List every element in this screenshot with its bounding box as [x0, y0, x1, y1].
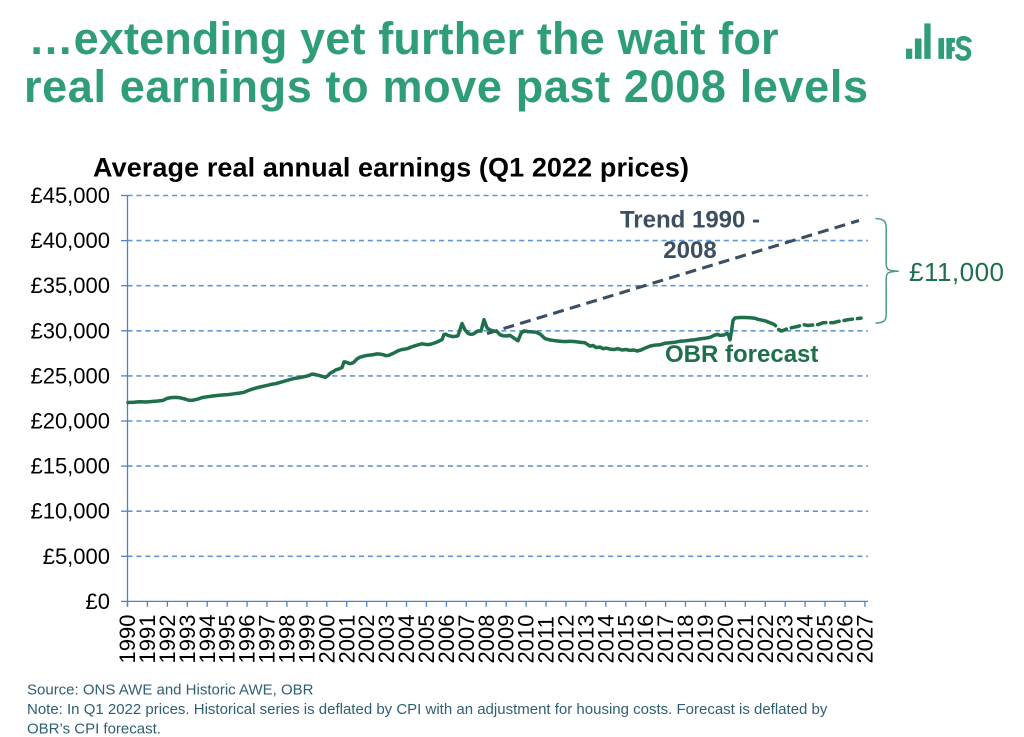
svg-text:£45,000: £45,000 [30, 183, 110, 208]
svg-text:Note: In Q1 2022 prices. Histo: Note: In Q1 2022 prices. Historical seri… [27, 701, 828, 718]
svg-text:2008: 2008 [474, 615, 499, 664]
svg-text:2014: 2014 [593, 615, 618, 664]
svg-text:2013: 2013 [573, 615, 598, 664]
svg-text:1996: 1996 [235, 615, 260, 664]
svg-text:OBR forecast: OBR forecast [665, 341, 818, 368]
svg-text:£35,000: £35,000 [30, 273, 110, 298]
svg-text:1991: 1991 [135, 615, 160, 664]
svg-text:1994: 1994 [195, 615, 220, 664]
svg-text:2008: 2008 [663, 237, 716, 264]
svg-text:2027: 2027 [853, 615, 878, 664]
svg-text:2023: 2023 [773, 615, 798, 664]
svg-text:2015: 2015 [613, 615, 638, 664]
svg-text:1997: 1997 [255, 615, 280, 664]
svg-text:2019: 2019 [693, 615, 718, 664]
svg-text:2006: 2006 [434, 615, 459, 664]
svg-text:£30,000: £30,000 [30, 318, 110, 343]
svg-text:2011: 2011 [534, 616, 559, 663]
svg-text:£10,000: £10,000 [30, 499, 110, 524]
svg-text:2012: 2012 [554, 615, 579, 664]
svg-text:1995: 1995 [215, 615, 240, 664]
svg-text:…extending yet further the wai: …extending yet further the wait for [29, 13, 779, 64]
svg-text:1992: 1992 [155, 615, 180, 664]
svg-text:2003: 2003 [374, 615, 399, 664]
svg-text:£40,000: £40,000 [30, 228, 110, 253]
svg-text:£15,000: £15,000 [30, 454, 110, 479]
svg-text:2002: 2002 [354, 615, 379, 664]
svg-text:Average real annual earnings (: Average real annual earnings (Q1 2022 pr… [93, 153, 689, 183]
svg-text:2001: 2001 [334, 615, 359, 664]
svg-text:Trend 1990 -: Trend 1990 - [620, 207, 760, 234]
svg-text:2004: 2004 [394, 615, 419, 664]
svg-text:2025: 2025 [813, 615, 838, 664]
svg-text:1999: 1999 [294, 615, 319, 664]
svg-text:2020: 2020 [713, 615, 738, 664]
svg-text:£25,000: £25,000 [30, 363, 110, 388]
svg-text:2007: 2007 [454, 615, 479, 664]
svg-text:2016: 2016 [633, 615, 658, 664]
svg-text:2021: 2021 [733, 615, 758, 664]
svg-text:2009: 2009 [494, 615, 519, 664]
svg-text:2017: 2017 [653, 615, 678, 664]
svg-text:2026: 2026 [833, 615, 858, 664]
svg-text:£11,000: £11,000 [909, 257, 1004, 287]
svg-text:1990: 1990 [115, 615, 140, 664]
svg-text:Source: ONS AWE and Historic A: Source: ONS AWE and Historic AWE, OBR [27, 682, 314, 699]
svg-text:1998: 1998 [275, 615, 300, 664]
svg-text:2018: 2018 [673, 615, 698, 664]
svg-text:2022: 2022 [753, 615, 778, 664]
svg-text:£20,000: £20,000 [30, 409, 110, 434]
svg-text:2024: 2024 [793, 615, 818, 664]
svg-text:£5,000: £5,000 [43, 544, 110, 569]
svg-text:2010: 2010 [514, 615, 539, 664]
svg-text:2005: 2005 [414, 615, 439, 664]
svg-text:£0: £0 [86, 589, 110, 614]
svg-text:OBR’s CPI forecast.: OBR’s CPI forecast. [27, 721, 161, 737]
svg-text:1993: 1993 [175, 615, 200, 664]
svg-text:2000: 2000 [314, 615, 339, 664]
svg-text:real earnings to move past 200: real earnings to move past 2008 levels [24, 61, 868, 112]
